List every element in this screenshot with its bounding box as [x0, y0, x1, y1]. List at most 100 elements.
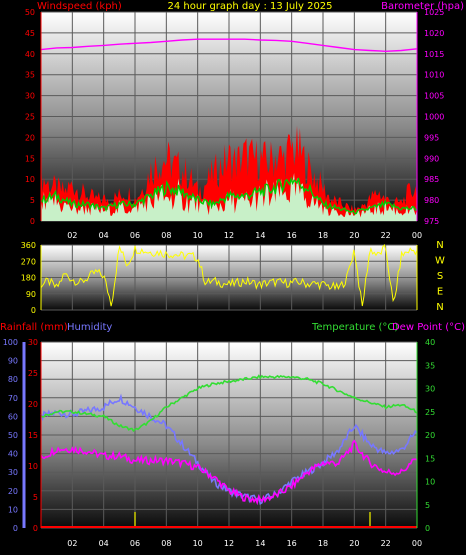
temperature-line — [40, 374, 418, 433]
rainfall-tick-label: 30 — [28, 338, 38, 347]
humidity-tick-label: 10 — [8, 505, 18, 514]
x-tick-label: 14 — [255, 539, 265, 548]
windspeed-axis-title: Windspeed (kph) — [37, 1, 122, 12]
x-tick-label: 12 — [224, 539, 234, 548]
barometer-tick-label: 985 — [424, 175, 439, 184]
windspeed-tick-label: 40 — [25, 50, 35, 59]
x-tick-label: 08 — [161, 539, 171, 548]
x-tick-label: 16 — [287, 539, 297, 548]
rainfall-tick-label: 5 — [33, 493, 38, 502]
rainfall-tick-label: 10 — [28, 462, 38, 471]
temperature-tick-label: 40 — [425, 338, 435, 347]
rainfall-axis-title: Rainfall (mm) — [0, 322, 68, 333]
x-tick-label: 20 — [349, 539, 359, 548]
windspeed-tick-label: 45 — [25, 29, 35, 38]
barometer-tick-label: 1025 — [424, 8, 444, 17]
windspeed-tick-label: 15 — [25, 154, 35, 163]
humidity-line — [40, 393, 418, 505]
x-tick-label: 18 — [318, 539, 328, 548]
temperature-tick-label: 10 — [425, 478, 435, 487]
x-tick-label: 02 — [67, 231, 77, 240]
temperature-axis-title: Temperature (°C) — [311, 322, 398, 333]
direction-tick-label: 0 — [31, 306, 36, 315]
rainfall-tick-label: 20 — [28, 400, 38, 409]
humidity-axis-title: Humidity — [67, 322, 112, 333]
x-tick-label: 00 — [412, 539, 422, 548]
x-tick-label: 22 — [381, 231, 391, 240]
humidity-tick-label: 90 — [8, 357, 18, 366]
direction-tick-label: 360 — [21, 241, 36, 250]
barometer-tick-label: 995 — [424, 133, 439, 142]
x-tick-label: 16 — [287, 231, 297, 240]
x-tick-label: 18 — [318, 231, 328, 240]
wind-panel-grid — [41, 11, 418, 222]
compass-label: N — [436, 240, 443, 251]
windspeed-tick-label: 30 — [25, 92, 35, 101]
windspeed-tick-label: 10 — [25, 175, 35, 184]
wind-direction-line — [40, 244, 418, 307]
temp-panel-marks — [40, 374, 418, 528]
barometer-tick-label: 1000 — [424, 113, 444, 122]
rainfall-tick-label: 15 — [28, 431, 38, 440]
windspeed-tick-label: 50 — [25, 8, 35, 17]
barometer-tick-label: 1015 — [424, 50, 444, 59]
x-tick-label: 08 — [161, 231, 171, 240]
dewpoint-axis-title: Dew Point (°C) — [392, 322, 465, 333]
humidity-tick-label: 40 — [8, 450, 18, 459]
humidity-tick-label: 30 — [8, 468, 18, 477]
humidity-tick-label: 0 — [13, 524, 18, 533]
x-tick-label: 06 — [130, 539, 140, 548]
x-tick-label: 14 — [255, 231, 265, 240]
x-tick-label: 10 — [193, 231, 203, 240]
wind-barometer-panel: 0510152025303540455097598098599099510001… — [25, 8, 445, 240]
compass-label: S — [437, 271, 443, 282]
barometer-tick-label: 1005 — [424, 92, 444, 101]
temperature-tick-label: 25 — [425, 408, 435, 417]
graph-title: 24 hour graph day : 13 July 2025 — [167, 1, 332, 12]
direction-tick-label: 270 — [21, 257, 36, 266]
temperature-tick-label: 5 — [425, 501, 430, 510]
windspeed-tick-label: 5 — [30, 196, 35, 205]
x-tick-label: 04 — [99, 231, 109, 240]
humidity-tick-label: 50 — [8, 431, 18, 440]
windspeed-tick-label: 35 — [25, 71, 35, 80]
compass-label: E — [437, 287, 443, 298]
temperature-tick-label: 15 — [425, 454, 435, 463]
windspeed-tick-label: 25 — [25, 113, 35, 122]
x-tick-label: 10 — [193, 539, 203, 548]
humidity-tick-label: 100 — [3, 338, 18, 347]
barometer-tick-label: 975 — [424, 217, 439, 226]
temperature-tick-label: 20 — [425, 431, 435, 440]
x-tick-label: 20 — [349, 231, 359, 240]
direction-panel-grid — [41, 244, 418, 311]
compass-label: N — [436, 302, 443, 313]
x-tick-label: 02 — [67, 539, 77, 548]
x-tick-label: 04 — [99, 539, 109, 548]
temperature-tick-label: 0 — [425, 524, 430, 533]
rainfall-tick-label: 0 — [33, 524, 38, 533]
barometer-axis-title: Barometer (hpa) — [381, 1, 464, 12]
windspeed-gust-area — [41, 125, 417, 221]
direction-tick-label: 90 — [26, 290, 36, 299]
windspeed-tick-label: 20 — [25, 133, 35, 142]
wind-panel-axes: 0510152025303540455097598098599099510001… — [25, 8, 445, 240]
humidity-tick-label: 80 — [8, 375, 18, 384]
x-tick-label: 00 — [412, 231, 422, 240]
x-tick-label: 06 — [130, 231, 140, 240]
temp-panel-axes: 0102030405060708090100051015202530051015… — [3, 338, 435, 548]
x-tick-label: 22 — [381, 539, 391, 548]
direction-panel-marks — [40, 244, 418, 307]
barometer-tick-label: 1010 — [424, 71, 444, 80]
humidity-tick-label: 60 — [8, 412, 18, 421]
windspeed-low-area — [41, 173, 417, 221]
x-tick-label: 12 — [224, 231, 234, 240]
windspeed-tick-label: 0 — [30, 217, 35, 226]
barometer-tick-label: 1020 — [424, 29, 444, 38]
barometer-line — [40, 38, 418, 53]
barometer-tick-label: 980 — [424, 196, 439, 205]
temperature-tick-label: 30 — [425, 385, 435, 394]
wind-panel-marks — [40, 38, 418, 221]
